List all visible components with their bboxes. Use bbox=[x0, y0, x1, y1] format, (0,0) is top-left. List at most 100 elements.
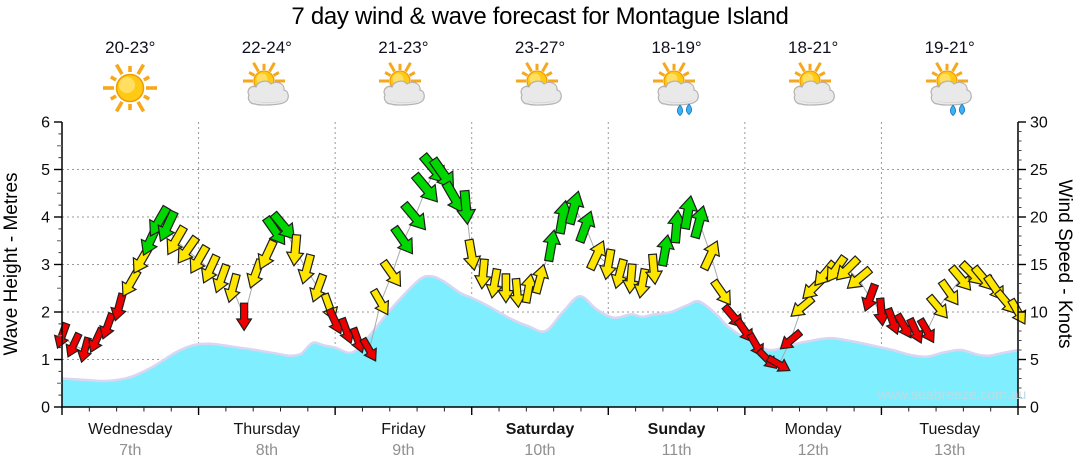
day-date: 9th bbox=[392, 442, 415, 459]
wind-arrow bbox=[585, 240, 607, 272]
wind-arrow bbox=[633, 267, 651, 299]
wind-arrow bbox=[379, 258, 402, 288]
wind-arrow bbox=[564, 190, 585, 226]
wind-arrow bbox=[765, 354, 791, 372]
right-tick-label: 20 bbox=[1030, 210, 1048, 227]
wind-arrow bbox=[710, 278, 731, 306]
axes: 0 1 2 3 4 5 6 0 5 10 15 20 25 30 bbox=[41, 115, 1048, 417]
day-name: Saturday bbox=[505, 421, 575, 438]
right-tick-label: 5 bbox=[1030, 352, 1039, 369]
wind-arrow bbox=[690, 204, 710, 240]
temperature-range: 19-21° bbox=[924, 38, 975, 57]
right-tick-label: 0 bbox=[1030, 400, 1039, 417]
temperature-range: 20-23° bbox=[105, 38, 156, 57]
watermark: www.seabreeze.com.au bbox=[877, 386, 1027, 402]
day-date: 7th bbox=[119, 442, 142, 459]
wind-arrow bbox=[779, 328, 804, 350]
left-tick-label: 4 bbox=[41, 210, 50, 227]
wind-arrow bbox=[428, 156, 455, 190]
wind-arrow bbox=[235, 302, 253, 332]
wind-arrow bbox=[212, 262, 231, 294]
day-header-monday: 18-21° bbox=[758, 38, 868, 106]
wind-arrow bbox=[269, 210, 296, 240]
wind-arrow bbox=[189, 243, 211, 274]
wind-arrow bbox=[937, 278, 959, 306]
day-name: Monday bbox=[784, 421, 842, 438]
x-axis-label-thursday: Thursday 8th bbox=[199, 421, 335, 460]
wind-arrow bbox=[177, 234, 201, 264]
right-tick-label: 30 bbox=[1030, 115, 1048, 132]
wind-arrow bbox=[462, 238, 482, 272]
temperature-range: 21-23° bbox=[378, 38, 429, 57]
day-name: Sunday bbox=[647, 421, 706, 438]
wind-arrow bbox=[456, 189, 477, 226]
wave-edge-line bbox=[61, 274, 1019, 383]
left-tick-label: 2 bbox=[41, 305, 50, 322]
left-tick-label: 3 bbox=[41, 257, 50, 274]
day-name: Friday bbox=[381, 421, 426, 438]
wind-arrow bbox=[223, 272, 241, 304]
wind-arrow bbox=[1007, 297, 1027, 325]
wind-arrow bbox=[575, 210, 596, 244]
x-axis-label-wednesday: Wednesday 7th bbox=[62, 421, 198, 460]
day-name: Thursday bbox=[233, 421, 301, 438]
left-tick-label: 6 bbox=[41, 115, 50, 132]
wave-area bbox=[62, 276, 1018, 407]
wind-arrow bbox=[598, 248, 618, 281]
wave-height-area bbox=[61, 274, 1019, 407]
left-tick-label: 5 bbox=[41, 162, 50, 179]
wind-arrow bbox=[369, 287, 390, 316]
sunny-icon bbox=[102, 60, 158, 116]
day-name: Tuesday bbox=[919, 421, 981, 438]
wind-arrow bbox=[257, 238, 278, 270]
x-axis-label-friday: Friday 9th bbox=[335, 421, 471, 460]
wind-arrow bbox=[76, 336, 93, 364]
temperature-range: 18-19° bbox=[651, 38, 702, 57]
wind-arrow bbox=[297, 253, 316, 285]
wind-arrow bbox=[359, 336, 377, 362]
left-tick-label: 1 bbox=[41, 352, 50, 369]
day-header-tuesday: 19-21° bbox=[895, 38, 1005, 117]
wind-arrow bbox=[410, 171, 439, 203]
day-date: 8th bbox=[255, 442, 278, 459]
wind-arrow bbox=[678, 194, 699, 231]
right-tick-label: 25 bbox=[1030, 162, 1048, 179]
left-tick-label: 0 bbox=[41, 400, 50, 417]
partly-cloudy-icon bbox=[239, 60, 295, 116]
wind-arrow bbox=[285, 233, 305, 267]
left-axis-title: Wave Height - Metres bbox=[1, 172, 22, 355]
x-axis-label-tuesday: Tuesday 13th bbox=[882, 421, 1018, 460]
partly-cloudy-icon bbox=[512, 60, 568, 116]
wind-arrow-series bbox=[53, 151, 1027, 372]
wind-arrow bbox=[644, 253, 664, 286]
wind-arrow bbox=[99, 311, 117, 340]
wind-arrow bbox=[542, 228, 562, 263]
wind-arrow bbox=[200, 253, 221, 284]
day-header-thursday: 22-24° bbox=[212, 38, 322, 106]
wind-arrow bbox=[656, 233, 675, 267]
wind-arrow bbox=[925, 293, 948, 319]
wind-arrow bbox=[790, 294, 816, 317]
temperature-range: 18-21° bbox=[788, 38, 839, 57]
wind-arrow bbox=[473, 258, 493, 290]
right-axis-title: Wind Speed - Knots bbox=[1054, 180, 1075, 349]
day-date: 12th bbox=[797, 442, 829, 459]
day-date: 10th bbox=[524, 442, 556, 459]
wind-arrow bbox=[390, 224, 414, 255]
partly-cloudy-rain-icon bbox=[922, 60, 978, 117]
day-date: 13th bbox=[934, 442, 966, 459]
day-header-wednesday: 20-23° bbox=[75, 38, 185, 113]
x-axis-label-saturday: Saturday 10th bbox=[472, 421, 608, 460]
wind-arrow bbox=[861, 282, 880, 313]
wind-arrow bbox=[157, 209, 179, 243]
right-tick-label: 10 bbox=[1030, 305, 1048, 322]
wind-arrow bbox=[531, 263, 550, 295]
right-tick-label: 15 bbox=[1030, 257, 1048, 274]
x-axis-label-monday: Monday 12th bbox=[745, 421, 881, 460]
wind-arrow bbox=[916, 317, 935, 344]
wind-arrow bbox=[400, 200, 427, 231]
wind-arrow bbox=[166, 224, 189, 256]
day-header-saturday: 23-27° bbox=[485, 38, 595, 106]
temperature-range: 22-24° bbox=[241, 38, 292, 57]
